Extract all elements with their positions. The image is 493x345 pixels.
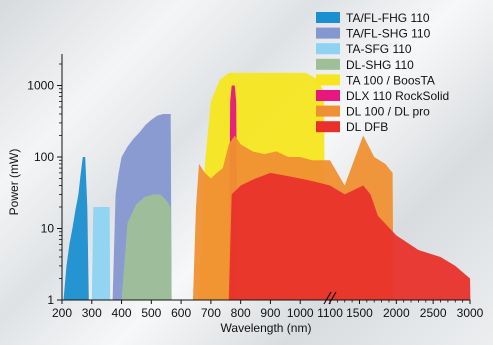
y-tick-label-2: 10 xyxy=(41,222,55,236)
series-layer xyxy=(63,72,471,301)
y-tick-label-1: 1 xyxy=(47,293,54,307)
x-tick-label-3: 400 xyxy=(112,306,132,320)
legend-swatch-2 xyxy=(316,27,340,39)
y-tick-label-3: 100 xyxy=(34,150,54,164)
y-axis-title: Power (mW) xyxy=(7,149,21,216)
legend-swatch-5 xyxy=(316,74,340,86)
legend-label-1: TA/FL-FHG 110 xyxy=(346,11,430,25)
x-tick-label-8: 900 xyxy=(260,306,280,320)
x-tick-label-13: 2500 xyxy=(420,306,447,320)
x-tick-label-2: 300 xyxy=(82,306,102,320)
series-area-3 xyxy=(91,207,111,300)
x-tick-label-1: 200 xyxy=(52,306,72,320)
legend-label-6: DLX 110 RockSolid xyxy=(346,89,449,103)
legend-label-5: TA 100 / BoosTA xyxy=(346,73,435,87)
x-tick-label-6: 700 xyxy=(201,306,221,320)
axis-layer xyxy=(61,54,470,301)
x-axis-title: Wavelength (nm) xyxy=(221,321,312,335)
legend-swatch-3 xyxy=(316,43,340,55)
legend-label-3: TA-SFG 110 xyxy=(346,42,412,56)
x-tick-label-4: 500 xyxy=(141,306,161,320)
legend-swatch-4 xyxy=(316,58,340,70)
legend-label-2: TA/FL-SHG 110 xyxy=(346,27,431,41)
legend-label-7: DL 100 / DL pro xyxy=(346,105,430,119)
legend-label-8: DL DFB xyxy=(346,120,388,134)
series-area-1 xyxy=(63,157,89,300)
legend-label-4: DL-SHG 110 xyxy=(346,58,414,72)
x-tick-label-10: 1100 xyxy=(317,306,343,320)
x-tick-label-12: 2000 xyxy=(383,306,410,320)
x-tick-label-9: 1000 xyxy=(287,306,314,320)
x-tick-label-11: 1500 xyxy=(346,306,373,320)
legend-swatch-7 xyxy=(316,105,340,117)
x-tick-label-5: 600 xyxy=(171,306,191,320)
series-area-4 xyxy=(121,194,172,300)
y-tick-label-4: 1000 xyxy=(27,79,54,93)
legend-swatch-8 xyxy=(316,121,340,133)
series-area-8 xyxy=(228,172,471,300)
x-tick-label-14: 3000 xyxy=(457,306,484,320)
legend-swatch-1 xyxy=(316,12,340,23)
legend-swatch-6 xyxy=(316,90,340,101)
axis-break-marker xyxy=(323,291,337,305)
x-tick-label-7: 800 xyxy=(231,306,251,320)
